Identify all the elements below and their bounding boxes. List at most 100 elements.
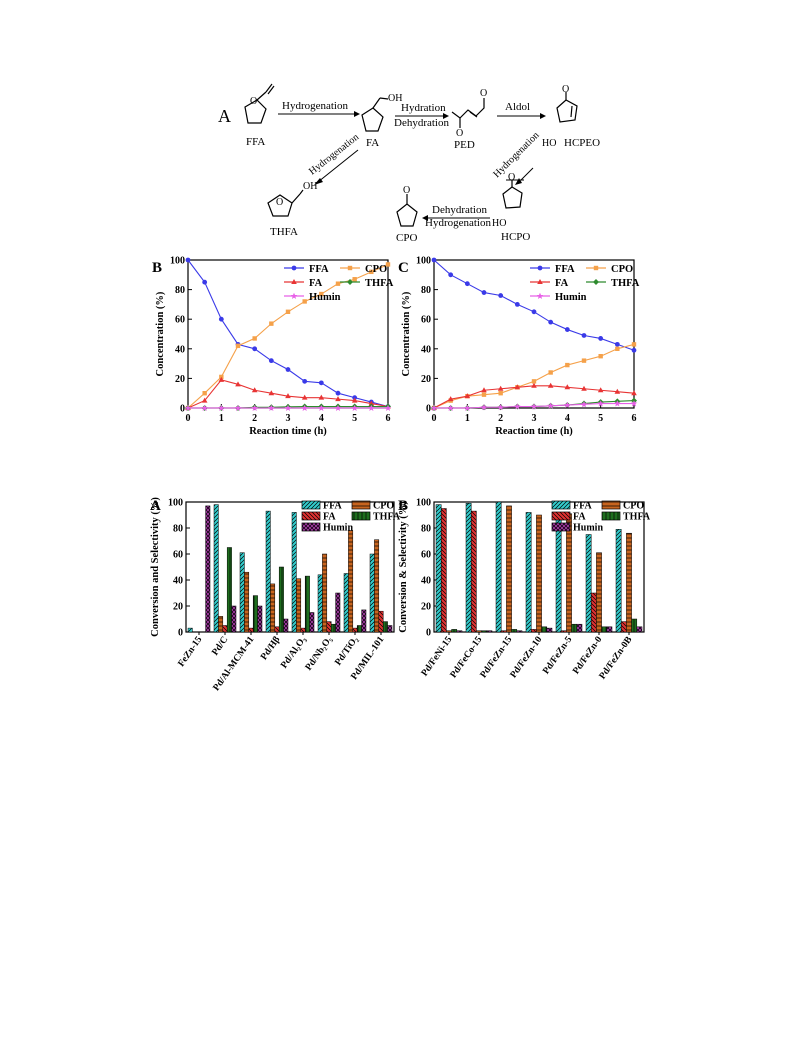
legend-marker-humin: [290, 292, 298, 299]
panel-label: B: [152, 260, 162, 276]
y-tick-label: 80: [421, 524, 431, 535]
bar-humin: [486, 630, 493, 633]
fa-structure: [361, 97, 389, 132]
y-tick-label: 40: [421, 576, 431, 587]
line-chart-c: 0 20 40 60 80 100 Concentration (%) 0 1 2 3 4 5 6 Reac…: [398, 256, 640, 438]
bar-group: [615, 529, 643, 633]
data-point-ffa: [302, 378, 308, 384]
bar-fa: [274, 626, 280, 633]
y-tick-label: 40: [421, 344, 431, 355]
data-point-humin: [368, 404, 375, 411]
y-tick-label: 100: [416, 256, 431, 267]
bar-thfa: [451, 629, 458, 633]
data-point-humin: [630, 400, 638, 407]
bar-ffa: [495, 501, 502, 633]
data-point-fa: [201, 397, 208, 403]
series-cpo: [185, 262, 391, 411]
data-point-humin: [514, 403, 521, 410]
data-point-humin: [580, 401, 588, 408]
hcpo-structure: [502, 180, 523, 209]
data-point-humin: [597, 400, 604, 407]
bar-group: [265, 510, 289, 633]
bar-fa: [300, 627, 306, 633]
bar-ffa: [291, 512, 297, 633]
y-tick-label: 60: [173, 550, 183, 561]
legend-label-cpo: CPO: [611, 264, 633, 275]
bar-cpo: [536, 514, 542, 633]
x-tick-label: 4: [319, 413, 324, 424]
y-tick-label: 40: [175, 344, 185, 355]
bar-humin: [309, 612, 315, 633]
legend-label-humin: Humin: [555, 292, 587, 303]
bar-fa: [560, 630, 567, 633]
bar-thfa: [278, 566, 284, 633]
y-tick-label: 100: [168, 498, 183, 509]
bar-humin: [205, 505, 211, 633]
y-tick-label: 0: [426, 404, 431, 415]
bar-ffa: [343, 573, 349, 633]
y-tick-label: 0: [180, 404, 185, 415]
x-tick-label: 4: [565, 413, 570, 424]
bar-thfa: [481, 630, 488, 633]
y-tick-label: 80: [173, 524, 183, 535]
data-point-ffa: [464, 281, 470, 287]
scheme-panel-label: A: [218, 106, 231, 126]
hcpeo-label: HCPEO: [564, 137, 600, 149]
x-tick-label: 0: [432, 413, 437, 424]
data-point-humin: [384, 404, 392, 411]
bar-group: [525, 512, 553, 633]
bar-group: [239, 552, 263, 633]
bar-cpo: [566, 513, 572, 633]
bar-fa: [440, 508, 447, 633]
arrow-hcpeo-hcpo-label: Hydrogenation: [491, 130, 541, 180]
x-tick-label: 3: [286, 413, 291, 424]
bar-thfa: [330, 623, 336, 633]
bar-chart-b: 0 20 40 60 80 100 Conversion & Selectivity (%)…: [398, 498, 651, 682]
bar-thfa: [511, 629, 518, 633]
bar-group: [317, 553, 341, 633]
y-tick-label: 40: [173, 576, 183, 587]
bar-cpo: [322, 553, 328, 633]
data-point-ffa: [448, 272, 454, 278]
arrow-hcpeo-hcpo-head: [515, 178, 522, 185]
y-tick-label: 60: [175, 315, 185, 326]
data-point-ffa: [268, 358, 274, 364]
data-point-fa: [351, 397, 358, 403]
bar-cpo: [506, 505, 512, 633]
y-tick-label: 60: [421, 315, 431, 326]
data-point-humin: [480, 404, 488, 411]
ffa-label: FFA: [246, 136, 265, 148]
x-tick-label: 2: [252, 413, 257, 424]
plot-frame: [185, 501, 395, 633]
bar-ffa: [615, 529, 622, 633]
data-point-fa: [481, 387, 487, 393]
data-point-fa: [235, 381, 241, 387]
data-point-cpo: [369, 269, 374, 275]
data-point-humin: [234, 404, 242, 411]
data-point-fa: [564, 384, 571, 390]
data-point-fa: [318, 394, 325, 400]
cpo-label: CPO: [396, 232, 417, 244]
bar-group: [435, 504, 463, 633]
bar-cpo: [446, 630, 452, 633]
data-point-fa: [251, 387, 258, 393]
legend-swatch-thfa: [351, 511, 371, 521]
data-point-ffa: [285, 367, 291, 372]
data-point-humin: [447, 404, 454, 411]
arrow-hcpeo-hcpo-stem: [520, 167, 534, 181]
data-point-humin: [334, 404, 342, 411]
x-axis-label: Reaction time (h): [249, 426, 327, 437]
series-humin: [184, 404, 392, 411]
x-tick-label: 1: [465, 413, 470, 424]
arrow-hcpo-cpo-bottom-label: Hydrogenation: [425, 217, 491, 229]
data-point-humin: [464, 404, 471, 411]
y-axis-label: Concentration (%): [155, 291, 166, 376]
ped-o-label-bottom: O: [456, 128, 463, 139]
series-humin: [430, 400, 638, 411]
cpo-o-label: O: [403, 185, 410, 196]
data-point-fa: [301, 394, 308, 400]
bar-group: [495, 501, 523, 633]
bar-fa: [352, 627, 358, 633]
data-point-fa: [497, 385, 504, 391]
data-point-ffa: [431, 257, 437, 263]
